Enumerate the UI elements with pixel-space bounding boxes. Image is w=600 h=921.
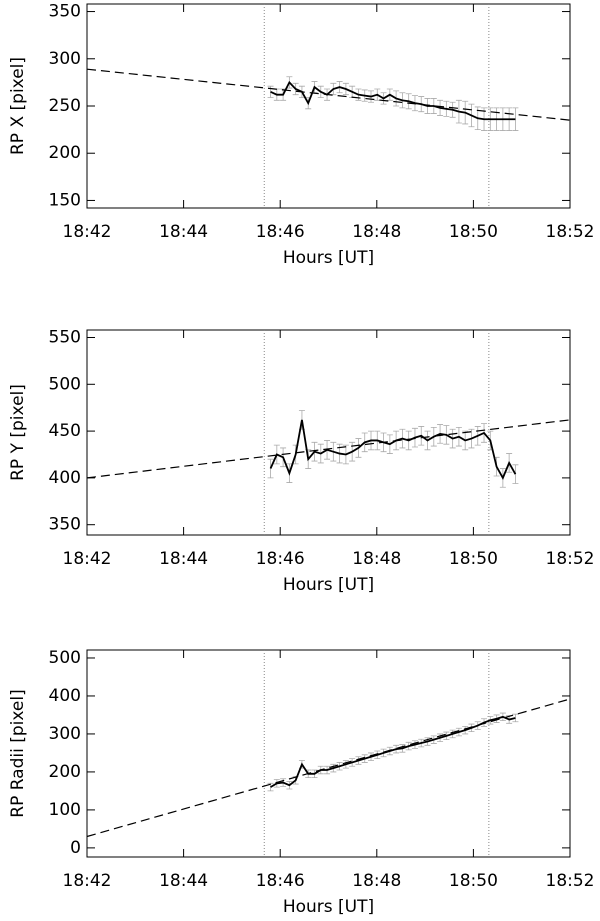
y-tick-label: 150 [49, 190, 81, 210]
plot-frame [86, 329, 571, 536]
x-tick-label: 18:42 [63, 222, 112, 242]
data-line [269, 419, 517, 480]
y-axis-label: RP Y [pixel] [8, 384, 28, 481]
y-tick-label: 200 [49, 143, 81, 163]
y-axis-label: RP Radii [pixel] [8, 689, 28, 817]
y-tick-label: 300 [49, 724, 81, 744]
x-tick-label: 18:50 [449, 222, 498, 242]
x-axis-label: Hours [UT] [283, 575, 374, 595]
x-tick-label: 18:46 [256, 871, 305, 891]
fit-line [86, 419, 571, 479]
x-tick-label: 18:46 [256, 222, 305, 242]
fit-line [86, 698, 571, 838]
y-tick-label: 0 [70, 838, 81, 858]
y-tick-label: 200 [49, 762, 81, 782]
x-tick-label: 18:52 [546, 871, 595, 891]
error-bar [267, 458, 274, 479]
y-tick-label: 500 [49, 648, 81, 668]
error-bar [512, 464, 519, 484]
y-tick-label: 100 [49, 800, 81, 820]
x-tick-label: 18:50 [449, 871, 498, 891]
data-line [270, 715, 516, 788]
y-tick-label: 550 [49, 327, 81, 347]
x-tick-label: 18:46 [256, 549, 305, 569]
y-tick-label: 250 [49, 96, 81, 116]
y-tick-label: 400 [49, 686, 81, 706]
x-tick-label: 18:52 [546, 222, 595, 242]
x-tick-label: 18:48 [352, 871, 401, 891]
x-axis-label: Hours [UT] [283, 248, 374, 268]
x-tick-label: 18:44 [159, 871, 208, 891]
data-line [270, 80, 516, 121]
plot-frame [86, 3, 571, 209]
y-tick-label: 450 [49, 421, 81, 441]
y-tick-label: 500 [49, 374, 81, 394]
x-tick-label: 18:52 [546, 549, 595, 569]
x-axis-label: Hours [UT] [283, 897, 374, 917]
x-tick-label: 18:42 [63, 549, 112, 569]
x-tick-label: 18:50 [449, 549, 498, 569]
y-tick-label: 350 [49, 515, 81, 535]
x-tick-label: 18:48 [352, 549, 401, 569]
y-tick-label: 400 [49, 468, 81, 488]
x-tick-label: 18:42 [63, 871, 112, 891]
x-tick-label: 18:48 [352, 222, 401, 242]
y-tick-label: 300 [49, 49, 81, 69]
x-tick-label: 18:44 [159, 222, 208, 242]
y-tick-label: 350 [49, 2, 81, 22]
error-bar [512, 713, 519, 723]
x-tick-label: 18:44 [159, 549, 208, 569]
y-axis-label: RP X [pixel] [8, 57, 28, 155]
fit-line [86, 68, 571, 121]
plot-frame [86, 649, 571, 858]
